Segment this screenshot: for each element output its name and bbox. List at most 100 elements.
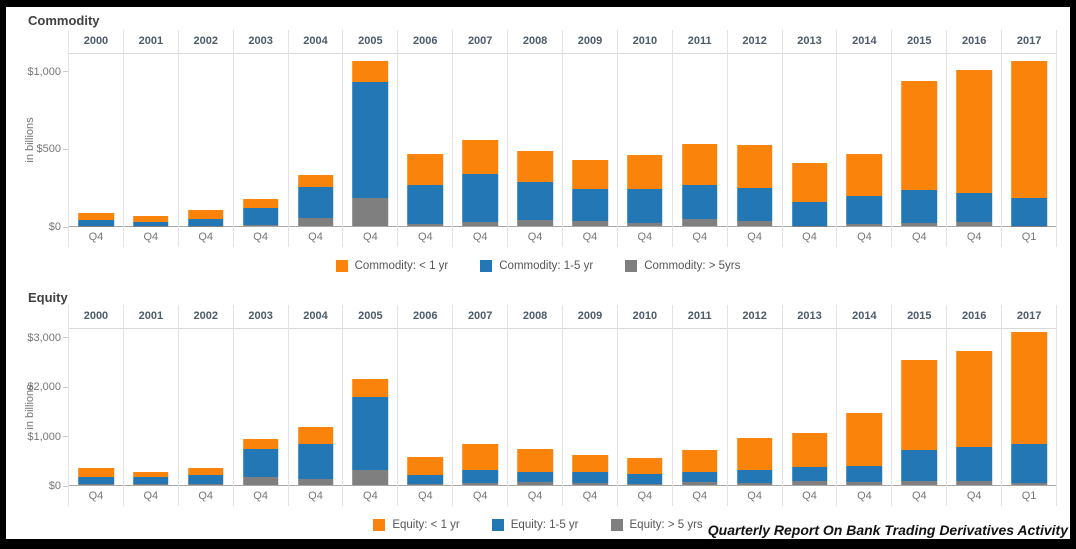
- bar-segment[interactable]: [133, 225, 169, 226]
- bar-segment[interactable]: [736, 221, 773, 226]
- bar-segment[interactable]: [901, 80, 938, 191]
- bar-segment[interactable]: [572, 483, 608, 485]
- bar-segment[interactable]: [956, 69, 992, 193]
- stacked-bar[interactable]: [242, 199, 279, 226]
- bar-segment[interactable]: [627, 188, 663, 223]
- stacked-bar[interactable]: [681, 143, 718, 226]
- bar-segment[interactable]: [1011, 61, 1047, 198]
- stacked-bar[interactable]: [736, 145, 773, 226]
- bar-segment[interactable]: [681, 449, 718, 473]
- stacked-bar[interactable]: [791, 432, 828, 485]
- bar-segment[interactable]: [187, 484, 224, 485]
- bar-segment[interactable]: [297, 187, 334, 219]
- bar-segment[interactable]: [242, 208, 279, 226]
- stacked-bar[interactable]: [1011, 61, 1047, 226]
- bar-segment[interactable]: [297, 427, 334, 444]
- legend-item[interactable]: Commodity: 1-5 yr: [480, 260, 593, 272]
- bar-segment[interactable]: [78, 225, 114, 226]
- bar-segment[interactable]: [517, 448, 553, 472]
- bar-segment[interactable]: [572, 454, 608, 473]
- bar-segment[interactable]: [572, 221, 608, 226]
- stacked-bar[interactable]: [352, 61, 389, 226]
- bar-segment[interactable]: [187, 468, 224, 476]
- stacked-bar[interactable]: [956, 351, 992, 485]
- bar-segment[interactable]: [407, 153, 444, 185]
- bar-segment[interactable]: [297, 443, 334, 480]
- bar-segment[interactable]: [1011, 197, 1047, 226]
- bar-segment[interactable]: [78, 467, 114, 478]
- bar-segment[interactable]: [462, 173, 498, 223]
- stacked-bar[interactable]: [736, 437, 773, 485]
- stacked-bar[interactable]: [681, 449, 718, 485]
- stacked-bar[interactable]: [78, 467, 114, 485]
- stacked-bar[interactable]: [462, 443, 498, 485]
- stacked-bar[interactable]: [791, 162, 828, 226]
- bar-segment[interactable]: [462, 139, 498, 174]
- stacked-bar[interactable]: [517, 150, 553, 226]
- stacked-bar[interactable]: [407, 153, 444, 226]
- bar-segment[interactable]: [462, 469, 498, 483]
- bar-segment[interactable]: [791, 481, 828, 485]
- bar-segment[interactable]: [846, 482, 883, 485]
- bar-segment[interactable]: [736, 470, 773, 483]
- bar-segment[interactable]: [407, 483, 444, 485]
- bar-segment[interactable]: [791, 162, 828, 202]
- bar-segment[interactable]: [133, 484, 169, 485]
- bar-segment[interactable]: [1011, 331, 1047, 444]
- bar-segment[interactable]: [736, 187, 773, 222]
- stacked-bar[interactable]: [901, 80, 938, 226]
- stacked-bar[interactable]: [627, 154, 663, 226]
- bar-segment[interactable]: [681, 143, 718, 185]
- bar-segment[interactable]: [956, 480, 992, 485]
- bar-segment[interactable]: [78, 212, 114, 220]
- bar-segment[interactable]: [242, 225, 279, 226]
- legend-item[interactable]: Equity: < 1 yr: [373, 519, 460, 531]
- stacked-bar[interactable]: [517, 448, 553, 485]
- bar-segment[interactable]: [407, 474, 444, 484]
- bar-segment[interactable]: [846, 465, 883, 483]
- stacked-bar[interactable]: [133, 471, 169, 485]
- bar-segment[interactable]: [352, 469, 389, 485]
- bar-segment[interactable]: [297, 218, 334, 226]
- bar-segment[interactable]: [956, 222, 992, 226]
- bar-segment[interactable]: [681, 472, 718, 482]
- bar-segment[interactable]: [462, 222, 498, 226]
- bar-segment[interactable]: [407, 184, 444, 225]
- bar-segment[interactable]: [133, 471, 169, 478]
- stacked-bar[interactable]: [901, 359, 938, 485]
- bar-segment[interactable]: [681, 481, 718, 485]
- bar-segment[interactable]: [846, 224, 883, 226]
- bar-segment[interactable]: [681, 219, 718, 226]
- bar-segment[interactable]: [352, 61, 389, 83]
- legend-item[interactable]: Equity: > 5 yrs: [610, 519, 703, 531]
- stacked-bar[interactable]: [187, 468, 224, 485]
- bar-segment[interactable]: [572, 188, 608, 222]
- stacked-bar[interactable]: [352, 378, 389, 485]
- stacked-bar[interactable]: [242, 438, 279, 485]
- bar-segment[interactable]: [242, 476, 279, 485]
- bar-segment[interactable]: [133, 477, 169, 485]
- stacked-bar[interactable]: [846, 412, 883, 485]
- bar-segment[interactable]: [846, 412, 883, 466]
- bar-segment[interactable]: [956, 192, 992, 223]
- bar-segment[interactable]: [517, 482, 553, 485]
- stacked-bar[interactable]: [572, 454, 608, 485]
- stacked-bar[interactable]: [407, 456, 444, 485]
- stacked-bar[interactable]: [846, 153, 883, 226]
- bar-segment[interactable]: [352, 198, 389, 226]
- stacked-bar[interactable]: [627, 458, 663, 485]
- bar-segment[interactable]: [956, 351, 992, 448]
- stacked-bar[interactable]: [1011, 331, 1047, 485]
- bar-segment[interactable]: [352, 82, 389, 198]
- bar-segment[interactable]: [517, 219, 553, 226]
- bar-segment[interactable]: [133, 215, 169, 222]
- legend-item[interactable]: Commodity: > 5yrs: [625, 260, 740, 272]
- bar-segment[interactable]: [627, 458, 663, 475]
- bar-segment[interactable]: [187, 475, 224, 484]
- bar-segment[interactable]: [901, 190, 938, 223]
- bar-segment[interactable]: [736, 145, 773, 188]
- bar-segment[interactable]: [681, 184, 718, 219]
- bar-segment[interactable]: [627, 222, 663, 226]
- bar-segment[interactable]: [736, 482, 773, 485]
- bar-segment[interactable]: [352, 378, 389, 398]
